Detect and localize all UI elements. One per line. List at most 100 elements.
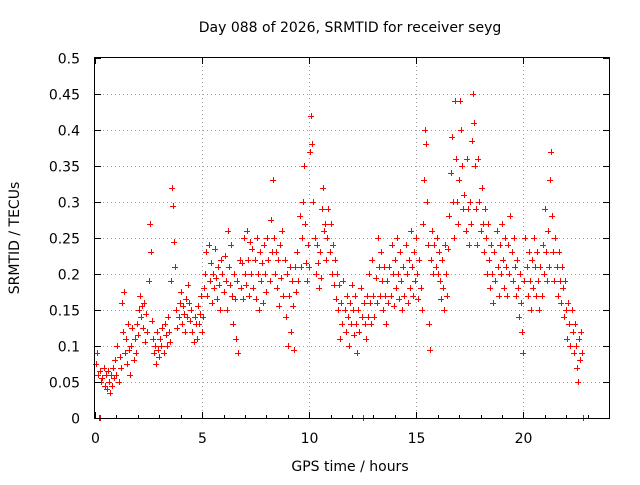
data-point [144, 329, 150, 335]
data-point [499, 221, 505, 227]
data-point [445, 246, 451, 252]
data-point [521, 278, 527, 284]
data-point [99, 375, 105, 381]
data-point [215, 264, 221, 270]
data-point [442, 242, 448, 248]
data-point [346, 343, 352, 349]
data-point [332, 257, 338, 263]
data-point [183, 296, 189, 302]
data-point [473, 206, 479, 212]
data-point [293, 289, 299, 295]
data-point [291, 347, 297, 353]
data-point [572, 321, 578, 327]
data-point [259, 260, 265, 266]
data-point [517, 271, 523, 277]
data-point [246, 293, 252, 299]
y-tick-label: 0.45 [49, 88, 80, 104]
data-point [425, 242, 431, 248]
data-point [498, 271, 504, 277]
data-point [495, 264, 501, 270]
data-point [548, 149, 554, 155]
data-point [437, 278, 443, 284]
data-point [503, 264, 509, 270]
data-point [431, 242, 437, 248]
data-point [506, 271, 512, 277]
data-point [501, 285, 507, 291]
data-point [253, 296, 259, 302]
data-point [225, 228, 231, 234]
data-point [241, 235, 247, 241]
data-point [471, 120, 477, 126]
data-point [415, 296, 421, 302]
data-point [294, 249, 300, 255]
data-point [342, 307, 348, 313]
data-point [351, 332, 357, 338]
data-point [485, 221, 491, 227]
data-point [511, 235, 517, 241]
data-point [244, 228, 250, 234]
y-axis-label: SRMTID / TECUs [7, 182, 23, 295]
data-point [504, 293, 510, 299]
data-point [309, 141, 315, 147]
data-point [295, 278, 301, 284]
data-point [248, 271, 254, 277]
data-point [388, 293, 394, 299]
data-point [333, 296, 339, 302]
data-point [490, 300, 496, 306]
data-point [328, 221, 334, 227]
data-point [150, 336, 156, 342]
data-point [154, 329, 160, 335]
data-point [525, 293, 531, 299]
data-point [563, 307, 569, 313]
data-point [455, 221, 461, 227]
data-point [392, 257, 398, 263]
data-point [261, 242, 267, 248]
data-point [249, 246, 255, 252]
data-point [576, 336, 582, 342]
data-point [424, 199, 430, 205]
data-point [200, 314, 206, 320]
data-point [533, 293, 539, 299]
data-point [133, 350, 139, 356]
y-tick-label: 0.35 [49, 160, 80, 176]
data-point [340, 278, 346, 284]
data-point [164, 343, 170, 349]
data-point [245, 257, 251, 263]
data-point [260, 300, 266, 306]
chart-title: Day 088 of 2026, SRMTID for receiver sey… [199, 20, 502, 36]
data-point [320, 185, 326, 191]
data-point [567, 343, 573, 349]
x-tick-label: 15 [408, 431, 426, 447]
data-point [410, 293, 416, 299]
data-point [426, 321, 432, 327]
data-point [362, 321, 368, 327]
data-point [524, 264, 530, 270]
data-point [97, 368, 103, 374]
data-point [463, 228, 469, 234]
data-point [124, 361, 130, 367]
data-point [228, 242, 234, 248]
data-point [375, 235, 381, 241]
data-point [257, 249, 263, 255]
data-point [147, 221, 153, 227]
data-point [487, 285, 493, 291]
data-point [502, 235, 508, 241]
data-point [359, 314, 365, 320]
x-tick-labels: 0 5 10 15 20 [91, 431, 532, 447]
data-point [315, 260, 321, 266]
y-tick-labels: 0 0.05 0.1 0.15 0.2 0.25 0.3 0.35 0.4 0.45 0.5 [49, 52, 80, 428]
y-tick-label: 0.3 [58, 196, 80, 212]
data-point [513, 293, 519, 299]
data-point [551, 278, 557, 284]
data-point [227, 282, 233, 288]
data-point [555, 293, 561, 299]
y-tick-label: 0.5 [58, 52, 80, 68]
data-point [527, 278, 533, 284]
data-point [105, 368, 111, 374]
data-point [136, 307, 142, 313]
data-point [224, 307, 230, 313]
data-point [550, 249, 556, 255]
data-point [429, 228, 435, 234]
